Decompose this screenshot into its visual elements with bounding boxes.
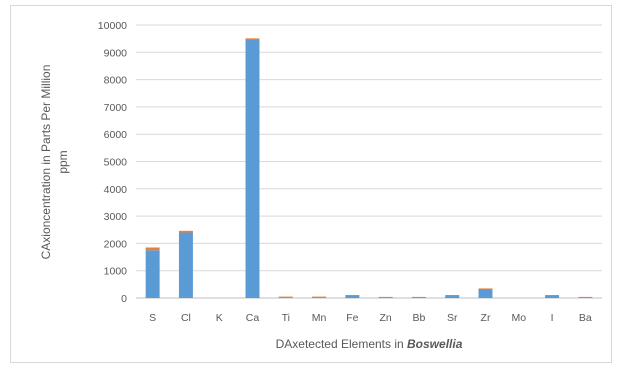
x-tick-label: I xyxy=(551,312,554,324)
y-tick-label: 0 xyxy=(121,293,127,305)
bar-fe-series2 xyxy=(345,294,360,296)
x-tick-label: Sr xyxy=(447,312,458,324)
x-tick-label: Mn xyxy=(312,312,327,324)
bar-cl-series2 xyxy=(178,230,193,233)
y-tick-label: 9000 xyxy=(104,47,128,59)
x-tick-label: Zn xyxy=(380,312,392,324)
y-axis-title: CAxioncentration in Parts Per Million xyxy=(39,65,53,260)
x-axis-title-emphasis: Boswellia xyxy=(407,337,463,351)
y-tick-label: 3000 xyxy=(104,211,128,223)
bar-s-series2 xyxy=(145,247,160,251)
y-tick-label: 5000 xyxy=(104,157,128,169)
y-tick-label: 1000 xyxy=(104,266,128,278)
x-tick-label: Fe xyxy=(346,312,358,324)
bar-mn-series2 xyxy=(312,296,327,298)
chart-frame xyxy=(10,5,612,363)
y-tick-label: 4000 xyxy=(104,184,128,196)
bar-sr-series1 xyxy=(445,295,460,298)
gridlines xyxy=(136,24,602,299)
bar-cl-series1 xyxy=(178,232,193,298)
y-axis-title-unit: ppm xyxy=(56,150,70,173)
bar-ti-series2 xyxy=(278,296,293,298)
bar-i-series2 xyxy=(545,294,560,296)
y-tick-label: 10000 xyxy=(98,20,127,32)
x-tick-label: Bb xyxy=(413,312,426,324)
x-tick-label: Mo xyxy=(511,312,526,324)
bar-ca-series1 xyxy=(245,40,260,298)
bars xyxy=(145,38,593,298)
x-tick-label: Cl xyxy=(181,312,191,324)
x-tick-label: Ti xyxy=(282,312,290,324)
x-tick-label: S xyxy=(149,312,156,324)
bar-i-series1 xyxy=(545,295,560,298)
bar-zn-series2 xyxy=(378,296,393,298)
x-tick-label: Zr xyxy=(481,312,491,324)
bar-ca-series2 xyxy=(245,38,260,41)
bar-fe-series1 xyxy=(345,295,360,298)
bar-sr-series2 xyxy=(445,294,460,296)
bar-ba-series2 xyxy=(578,296,593,298)
x-tick-label: Ba xyxy=(579,312,592,324)
x-tick-labels: S Cl K Ca Ti Mn Fe Zn Bb Sr Zr Mo I Ba xyxy=(149,312,592,324)
x-axis-title-text: DAxetected Elements in xyxy=(276,337,407,351)
y-tick-label: 2000 xyxy=(104,238,128,250)
bar-zr-series2 xyxy=(478,288,493,290)
x-tick-label: K xyxy=(216,312,223,324)
x-axis-title: DAxetected Elements in Boswellia xyxy=(276,337,463,351)
bar-s-series1 xyxy=(145,250,160,298)
y-tick-label: 6000 xyxy=(104,129,128,141)
bar-bb-series2 xyxy=(411,296,426,298)
y-tick-labels: 0 1000 2000 3000 4000 5000 6000 7000 8000 9000 100… xyxy=(98,20,127,305)
x-tick-label: Ca xyxy=(246,312,260,324)
y-tick-label: 8000 xyxy=(104,75,128,87)
y-tick-label: 7000 xyxy=(104,102,128,114)
bar-zr-series1 xyxy=(478,288,493,298)
